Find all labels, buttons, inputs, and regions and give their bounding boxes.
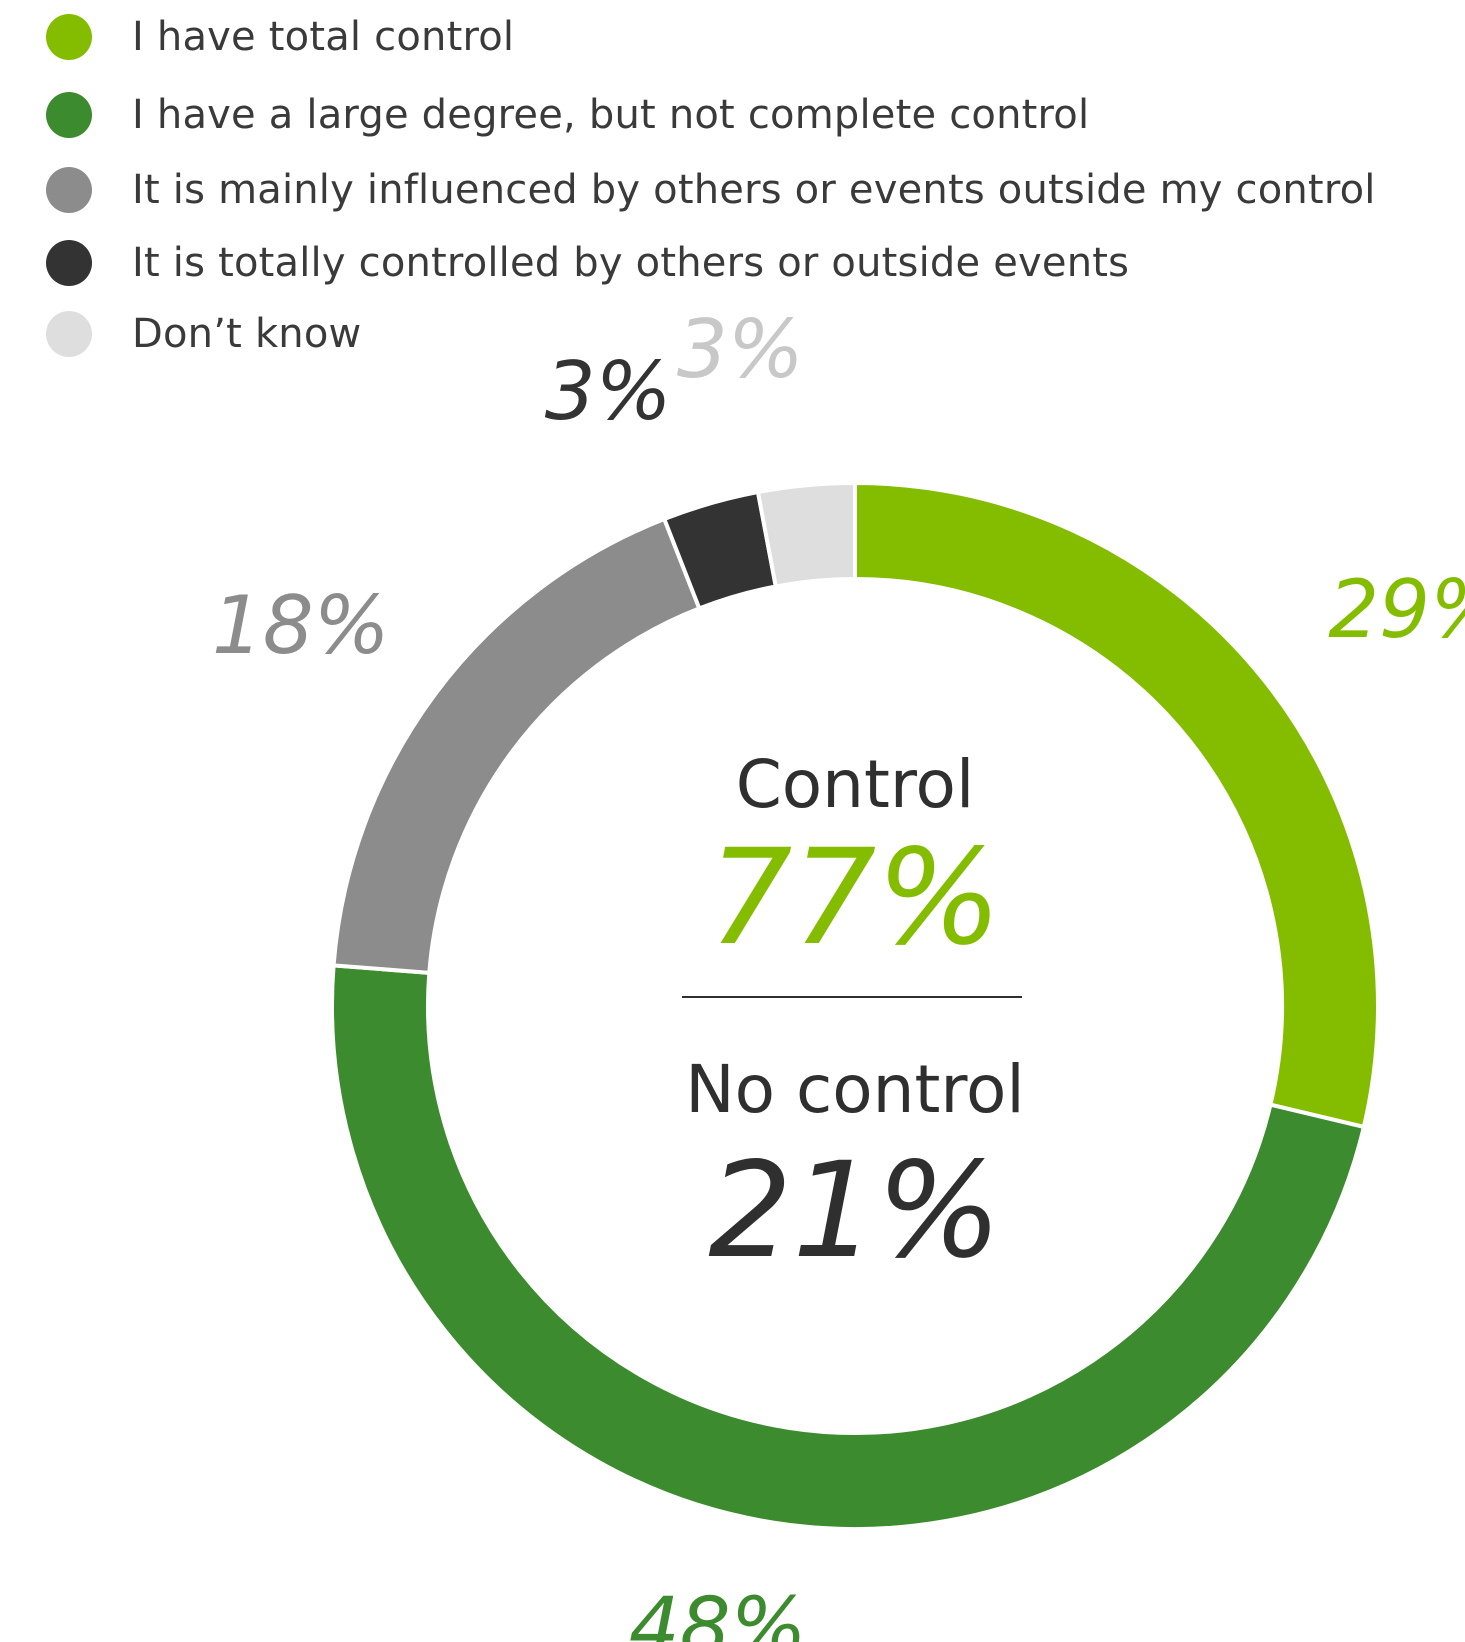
legend-label: It is totally controlled by others or ou… bbox=[132, 240, 1130, 286]
center-no-control-value: 21% bbox=[708, 1134, 1001, 1288]
donut-slice bbox=[755, 480, 857, 589]
slice-labels: 29% 48% 18% 3%3% bbox=[212, 303, 1465, 1642]
slice-value-label: 29% bbox=[1328, 563, 1465, 656]
legend-swatch-total-control bbox=[46, 14, 92, 60]
legend-item: Don’t know bbox=[46, 309, 361, 359]
legend-swatch-large-degree bbox=[46, 92, 92, 138]
legend-item: I have a large degree, but not complete … bbox=[46, 90, 1089, 140]
legend-swatch-dont-know bbox=[46, 311, 92, 357]
legend-item: I have total control bbox=[46, 12, 514, 62]
center-summary: Control 77% No control 21% bbox=[682, 746, 1025, 1288]
donut-slices bbox=[330, 480, 1380, 1531]
legend-swatch-mainly-influenced bbox=[46, 167, 92, 213]
center-control-value: 77% bbox=[708, 821, 1001, 975]
legend-item: It is totally controlled by others or ou… bbox=[46, 238, 1129, 288]
legend-label: It is mainly influenced by others or eve… bbox=[132, 167, 1376, 213]
slice-value-label: 48% bbox=[629, 1580, 807, 1642]
center-control-label: Control bbox=[736, 746, 975, 823]
slice-value-label: 3% bbox=[545, 345, 672, 438]
donut-slice bbox=[330, 963, 1367, 1531]
legend-label: I have total control bbox=[132, 14, 515, 60]
slice-value-label: 3% bbox=[677, 303, 804, 396]
legend-swatch-totally-controlled bbox=[46, 240, 92, 286]
donut-slice bbox=[853, 480, 1380, 1130]
legend-item: It is mainly influenced by others or eve… bbox=[46, 165, 1375, 215]
legend-label: Don’t know bbox=[132, 311, 362, 357]
center-no-control-label: No control bbox=[685, 1051, 1025, 1128]
slice-value-label: 18% bbox=[212, 579, 390, 672]
legend-label: I have a large degree, but not complete … bbox=[132, 92, 1090, 138]
